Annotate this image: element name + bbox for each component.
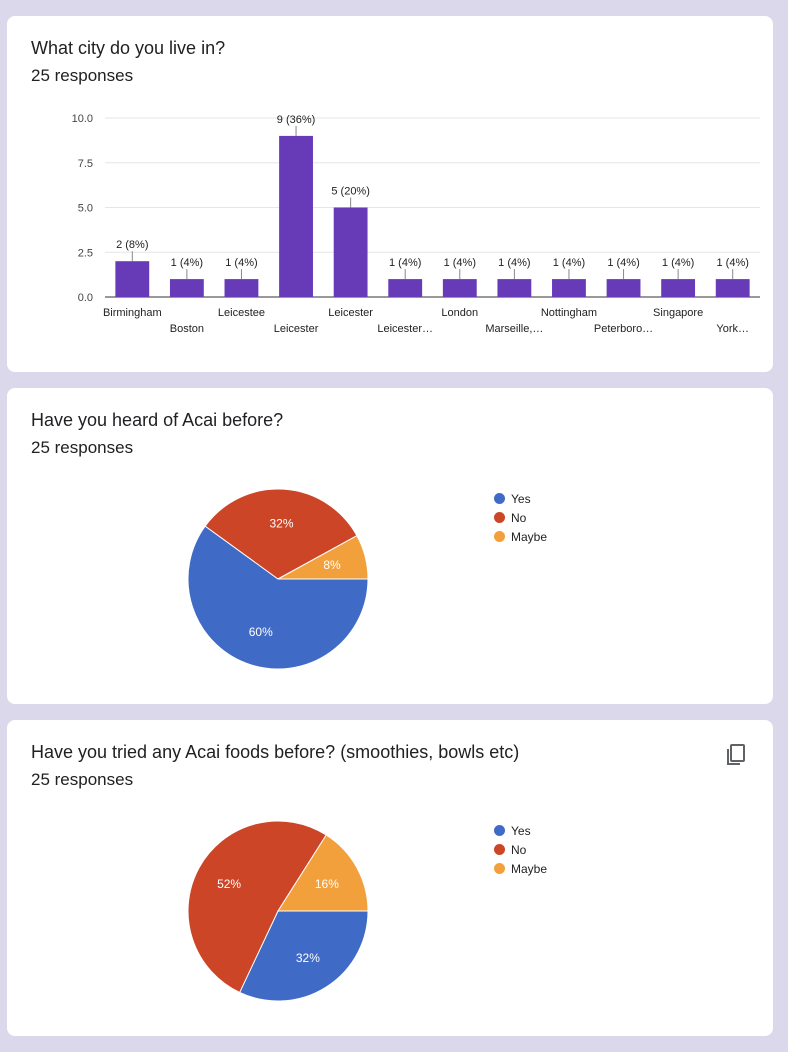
legend-label: Maybe <box>511 529 548 544</box>
x-tick-label: Birmingham <box>103 307 162 319</box>
data-label: 1 (4%) <box>662 257 694 269</box>
legend-swatch <box>494 512 505 523</box>
data-label: 1 (4%) <box>607 257 639 269</box>
pie-slice <box>204 488 358 580</box>
bar <box>497 279 532 297</box>
bar <box>333 207 368 297</box>
bar <box>442 279 477 297</box>
legend-swatch <box>494 531 505 542</box>
response-count: 25 responses <box>31 770 134 789</box>
legend-item: No <box>494 508 547 527</box>
legend-item: Yes <box>494 821 547 840</box>
x-tick-label: York… <box>716 323 749 335</box>
pie-slice <box>277 834 369 912</box>
pie-legend: Yes No Maybe <box>494 489 547 546</box>
x-tick-label: Boston <box>170 323 204 335</box>
copy-chart-button[interactable] <box>723 742 749 768</box>
data-label: 1 (4%) <box>389 257 421 269</box>
bar <box>388 279 423 297</box>
x-tick-label: Marseille,… <box>485 323 543 335</box>
pie-slice <box>239 910 369 1002</box>
data-label: 1 (4%) <box>717 257 749 269</box>
y-tick-label: 10.0 <box>72 113 93 125</box>
question-title: Have you tried any Acai foods before? (s… <box>31 742 520 762</box>
x-tick-label: Leicester… <box>377 323 433 335</box>
data-label: 1 (4%) <box>444 257 476 269</box>
x-tick-label: Leicestee <box>218 307 265 319</box>
response-count: 25 responses <box>31 438 134 457</box>
data-label: 5 (20%) <box>331 186 370 198</box>
bar <box>606 279 641 297</box>
y-tick-label: 2.5 <box>78 247 93 259</box>
legend-swatch <box>494 844 505 855</box>
legend-item: No <box>494 840 547 859</box>
x-tick-label: Leicester <box>274 323 319 335</box>
y-tick-label: 7.5 <box>78 158 93 170</box>
bar <box>279 135 313 297</box>
data-label: 1 (4%) <box>498 257 530 269</box>
data-label: 1 (4%) <box>553 257 585 269</box>
slice-label: 60% <box>249 625 273 639</box>
legend-swatch <box>494 493 505 504</box>
slice-label: 16% <box>315 877 339 891</box>
legend-label: Yes <box>511 491 531 506</box>
bar <box>224 279 259 297</box>
question-title: What city do you live in? <box>31 38 226 58</box>
heard-pie-chart: 60% 32% 8% <box>187 488 369 670</box>
bar <box>115 261 150 297</box>
x-tick-label: Nottingham <box>541 307 597 319</box>
slice-label: 8% <box>323 558 341 572</box>
tried-pie-chart: 32% 52% 16% <box>187 820 369 1002</box>
pie-legend: Yes No Maybe <box>494 821 547 878</box>
pie-slice <box>277 534 369 580</box>
legend-item: Maybe <box>494 859 547 878</box>
question-card-tried: Have you tried any Acai foods before? (s… <box>7 720 773 1036</box>
bar <box>169 279 204 297</box>
bar <box>661 279 696 297</box>
x-tick-label: Singapore <box>653 307 703 319</box>
legend-swatch <box>494 825 505 836</box>
copy-icon <box>727 744 745 765</box>
question-title: Have you heard of Acai before? <box>31 410 284 430</box>
legend-label: Yes <box>511 823 531 838</box>
pie-slice <box>187 820 327 994</box>
y-tick-label: 5.0 <box>78 203 93 215</box>
data-label: 9 (36%) <box>277 114 316 126</box>
legend-label: No <box>511 510 527 525</box>
bar <box>715 279 750 297</box>
x-tick-label: Leicester <box>328 307 373 319</box>
bar <box>552 279 586 297</box>
pie-slice <box>187 525 369 670</box>
legend-item: Maybe <box>494 527 547 546</box>
y-tick-label: 0.0 <box>78 292 93 304</box>
data-label: 2 (8%) <box>116 239 148 251</box>
slice-label: 32% <box>269 516 293 530</box>
x-tick-label: Peterboro… <box>594 323 653 335</box>
x-tick-label: London <box>441 307 478 319</box>
slice-label: 32% <box>296 951 320 965</box>
slice-label: 52% <box>217 877 241 891</box>
response-count: 25 responses <box>31 66 134 85</box>
city-bar-chart: 0.0 2.5 5.0 7.5 10.0 2 (8%) Birmingham 1 (4%) Bo… <box>72 113 760 335</box>
legend-item: Yes <box>494 489 547 508</box>
data-label: 1 (4%) <box>171 257 203 269</box>
legend-swatch <box>494 863 505 874</box>
question-card-heard: Have you heard of Acai before? 25 respon… <box>7 388 773 704</box>
legend-label: Maybe <box>511 861 548 876</box>
legend-label: No <box>511 842 527 857</box>
data-label: 1 (4%) <box>225 257 257 269</box>
question-card-city: What city do you live in? 25 responses 0… <box>7 16 773 372</box>
